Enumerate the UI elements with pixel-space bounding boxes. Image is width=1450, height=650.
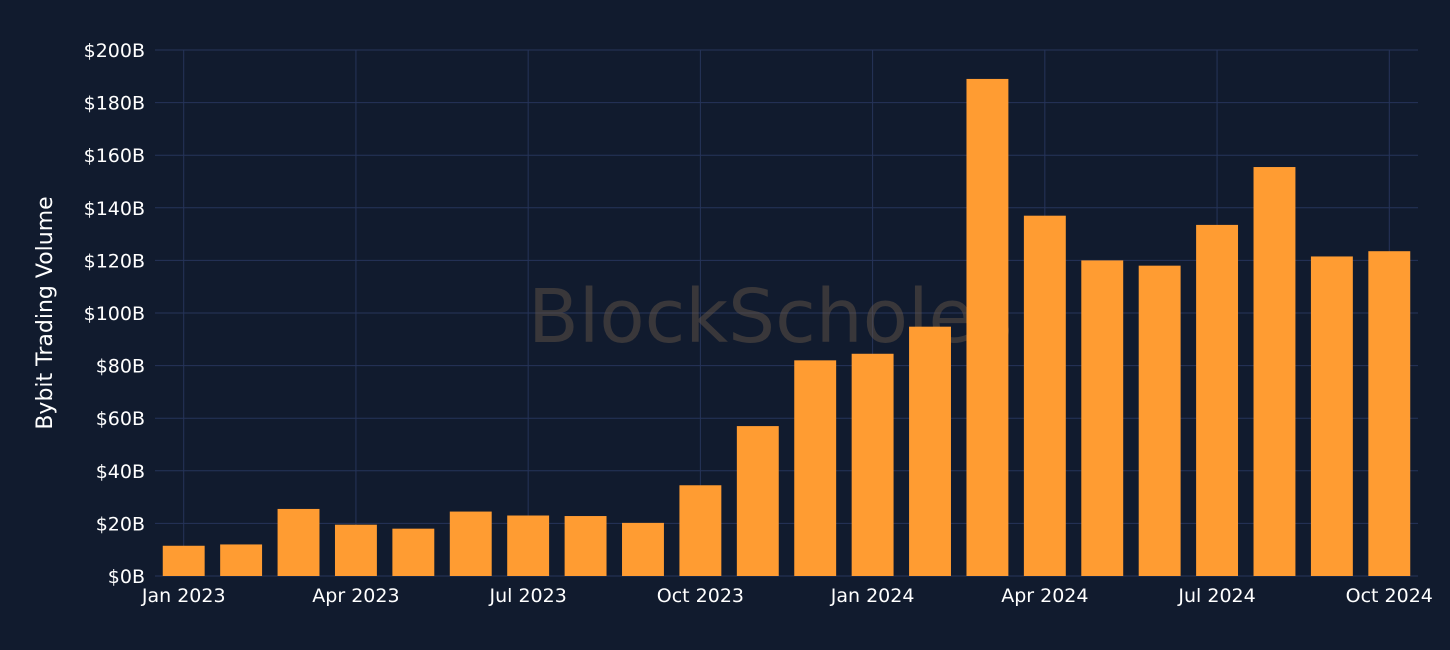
y-axis-label: Bybit Trading Volume	[33, 196, 58, 429]
bar-2023-11[interactable]	[736, 426, 779, 576]
bar-2024-03[interactable]	[966, 78, 1009, 577]
y-tick-label: $80B	[96, 356, 145, 378]
x-tick-label: Jul 2024	[1177, 585, 1255, 607]
bar-2024-08[interactable]	[1253, 167, 1296, 576]
bar-2024-02[interactable]	[909, 326, 951, 576]
bar-2024-04[interactable]	[1023, 215, 1066, 576]
x-tick-label: Jan 2024	[830, 585, 915, 607]
x-tick-label: Oct 2024	[1346, 585, 1433, 607]
y-axis-ticks: $0B $20B $40B $60B $80B $100B $120B $140B $160B $…	[84, 40, 145, 588]
x-tick-label: Apr 2023	[312, 585, 399, 607]
bar-2024-10[interactable]	[1368, 251, 1411, 576]
x-tick-label: Oct 2023	[657, 585, 744, 607]
bar-2024-01[interactable]	[851, 353, 894, 576]
bar-2024-07[interactable]	[1196, 224, 1239, 576]
y-tick-label: $100B	[84, 303, 145, 325]
y-tick-label: $140B	[84, 198, 145, 220]
bar-2023-06[interactable]	[449, 511, 492, 576]
bar-2023-08[interactable]	[564, 516, 607, 576]
x-tick-label: Jul 2023	[488, 585, 566, 607]
bar-2023-05[interactable]	[392, 528, 435, 576]
bar-2023-02[interactable]	[220, 544, 263, 576]
bars-group	[162, 78, 1411, 577]
x-tick-label: Apr 2024	[1001, 585, 1088, 607]
y-tick-label: $40B	[96, 461, 145, 483]
bar-2024-09[interactable]	[1310, 256, 1353, 576]
bar-2023-04[interactable]	[334, 524, 377, 576]
y-tick-label: $200B	[84, 40, 145, 62]
bar-2023-03[interactable]	[277, 508, 320, 576]
bar-2023-12[interactable]	[794, 360, 837, 576]
bar-2023-01[interactable]	[162, 545, 205, 576]
y-tick-label: $0B	[108, 566, 145, 588]
y-tick-label: $60B	[96, 408, 145, 430]
y-tick-label: $20B	[96, 513, 145, 535]
x-tick-label: Jan 2023	[141, 585, 226, 607]
bar-2023-09[interactable]	[622, 522, 664, 576]
x-axis-ticks: Jan 2023 Apr 2023 Jul 2023 Oct 2023 Jan 2024…	[141, 585, 1433, 607]
y-tick-label: $120B	[84, 250, 145, 272]
bar-2023-10[interactable]	[679, 485, 722, 576]
bar-2024-06[interactable]	[1138, 265, 1181, 576]
bar-2023-07[interactable]	[507, 515, 550, 576]
bar-2024-05[interactable]	[1081, 260, 1124, 576]
y-tick-label: $180B	[84, 93, 145, 115]
y-tick-label: $160B	[84, 145, 145, 167]
